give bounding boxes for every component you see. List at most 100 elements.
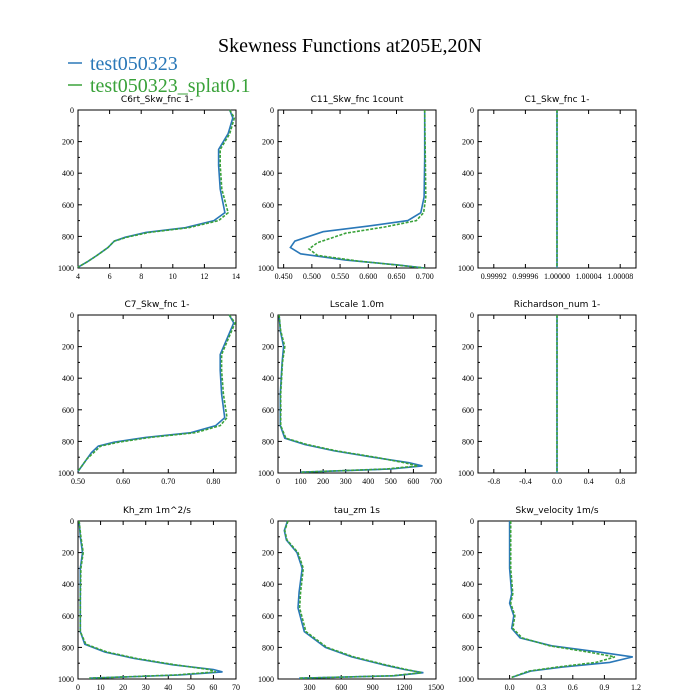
y-tick-label: 200 (462, 549, 474, 558)
x-tick-label: 4 (76, 272, 80, 281)
x-tick-label: 8 (139, 272, 143, 281)
x-tick-label: 12 (200, 272, 208, 281)
x-tick-label: 0.60 (116, 477, 130, 486)
x-tick-label: 0.70 (161, 477, 175, 486)
x-tick-label: 20 (119, 683, 127, 692)
y-tick-label: 200 (62, 343, 74, 352)
y-tick-label: 800 (262, 437, 274, 446)
y-tick-label: 800 (62, 643, 74, 652)
y-tick-label: 1000 (58, 675, 74, 684)
y-tick-label: 800 (62, 232, 74, 241)
panel-2: C1_Skw_fnc 1- 0 200 400 600 800 1000 0.99992 0.9… (458, 95, 637, 281)
y-tick-label: 800 (262, 232, 274, 241)
series-line-0 (77, 314, 235, 472)
x-tick-label: 300 (304, 683, 316, 692)
series-line-1 (77, 314, 237, 472)
y-tick-label: 1000 (258, 264, 274, 273)
x-tick-label: 400 (362, 477, 374, 486)
x-tick-label: 0.4 (584, 477, 594, 486)
y-tick-label: 400 (62, 374, 74, 383)
x-tick-label: 600 (335, 683, 347, 692)
y-tick-label: 600 (462, 201, 474, 210)
y-tick-label: 600 (262, 406, 274, 415)
series-line-1 (283, 520, 422, 679)
panel-5: Richardson_num 1- 0 200 400 600 800 1000 -0.8 -0… (458, 300, 637, 486)
x-tick-label: 0.450 (275, 272, 293, 281)
x-tick-label: 6 (108, 272, 112, 281)
series-line-0 (278, 314, 423, 473)
y-tick-label: 0 (270, 106, 274, 115)
y-tick-label: 600 (62, 406, 74, 415)
x-tick-label: 1.00008 (607, 272, 633, 281)
y-tick-label: 1000 (58, 264, 74, 273)
y-tick-label: 400 (462, 580, 474, 589)
y-tick-label: 600 (262, 612, 274, 621)
x-tick-label: 1.2 (631, 683, 641, 692)
y-tick-label: 200 (262, 138, 274, 147)
y-tick-label: 200 (62, 138, 74, 147)
panel-title: Kh_zm 1m^2/s (123, 506, 191, 516)
y-tick-label: 0 (470, 106, 474, 115)
y-tick-label: 1000 (58, 469, 74, 478)
x-tick-label: 0.9 (599, 683, 609, 692)
y-tick-label: 400 (262, 580, 274, 589)
y-tick-label: 200 (262, 549, 274, 558)
y-tick-label: 1000 (258, 469, 274, 478)
x-tick-label: 0.6 (568, 683, 578, 692)
y-tick-label: 600 (462, 406, 474, 415)
x-tick-label: 700 (430, 477, 442, 486)
panel-frame (77, 520, 237, 680)
y-tick-label: 400 (62, 580, 74, 589)
x-tick-label: 600 (407, 477, 419, 486)
x-tick-label: 0.99996 (512, 272, 538, 281)
x-tick-label: 30 (142, 683, 150, 692)
x-tick-label: 0.3 (536, 683, 546, 692)
y-tick-label: 800 (462, 232, 474, 241)
panel-title: C6rt_Skw_fnc 1- (121, 95, 193, 105)
x-tick-label: 10 (169, 272, 177, 281)
x-tick-label: -0.4 (519, 477, 532, 486)
x-tick-label: 14 (232, 272, 240, 281)
legend: test050323 test050323_splat0.1 (68, 53, 251, 97)
x-tick-label: 500 (385, 477, 397, 486)
y-tick-label: 0 (270, 311, 274, 320)
y-tick-label: 400 (62, 169, 74, 178)
panel-title: C1_Skw_fnc 1- (525, 95, 590, 105)
panel-7: tau_zm 1s 0 200 400 600 800 1000 300 600 900 1200 1… (258, 506, 444, 692)
y-tick-label: 200 (262, 343, 274, 352)
x-tick-label: 0.80 (206, 477, 220, 486)
x-tick-label: 0 (276, 477, 280, 486)
y-tick-label: 800 (62, 437, 74, 446)
panel-frame (77, 109, 237, 269)
y-tick-label: 400 (262, 374, 274, 383)
series-line-1 (307, 109, 427, 269)
x-tick-label: 10 (97, 683, 105, 692)
series-line-1 (77, 109, 236, 268)
panel-frame (477, 520, 637, 680)
panel-title: Lscale 1.0m (330, 300, 384, 310)
x-tick-label: 1.00004 (576, 272, 602, 281)
y-tick-label: 0 (70, 517, 74, 526)
legend-label-1: test050323_splat0.1 (90, 75, 251, 97)
figure-title: Skewness Functions at205E,20N (218, 35, 482, 57)
x-tick-label: 0.500 (303, 272, 321, 281)
panel-frame (277, 520, 437, 680)
panel-8: Skw_velocity 1m/s 0 200 400 600 800 1000 0.0 0.3… (458, 506, 641, 692)
x-tick-label: 0.550 (331, 272, 349, 281)
series-line-0 (508, 521, 633, 679)
x-tick-label: 70 (232, 683, 240, 692)
legend-label-0: test050323 (90, 53, 178, 75)
y-tick-label: 1000 (258, 675, 274, 684)
x-tick-label: 0.0 (552, 477, 562, 486)
y-tick-label: 600 (462, 612, 474, 621)
panel-title: C7_Skw_fnc 1- (125, 300, 190, 310)
x-tick-label: -0.8 (487, 477, 500, 486)
y-tick-label: 600 (262, 201, 274, 210)
x-tick-label: 0.8 (615, 477, 625, 486)
series-line-1 (509, 521, 616, 679)
y-tick-label: 400 (262, 169, 274, 178)
y-tick-label: 200 (62, 549, 74, 558)
y-tick-label: 0 (70, 106, 74, 115)
